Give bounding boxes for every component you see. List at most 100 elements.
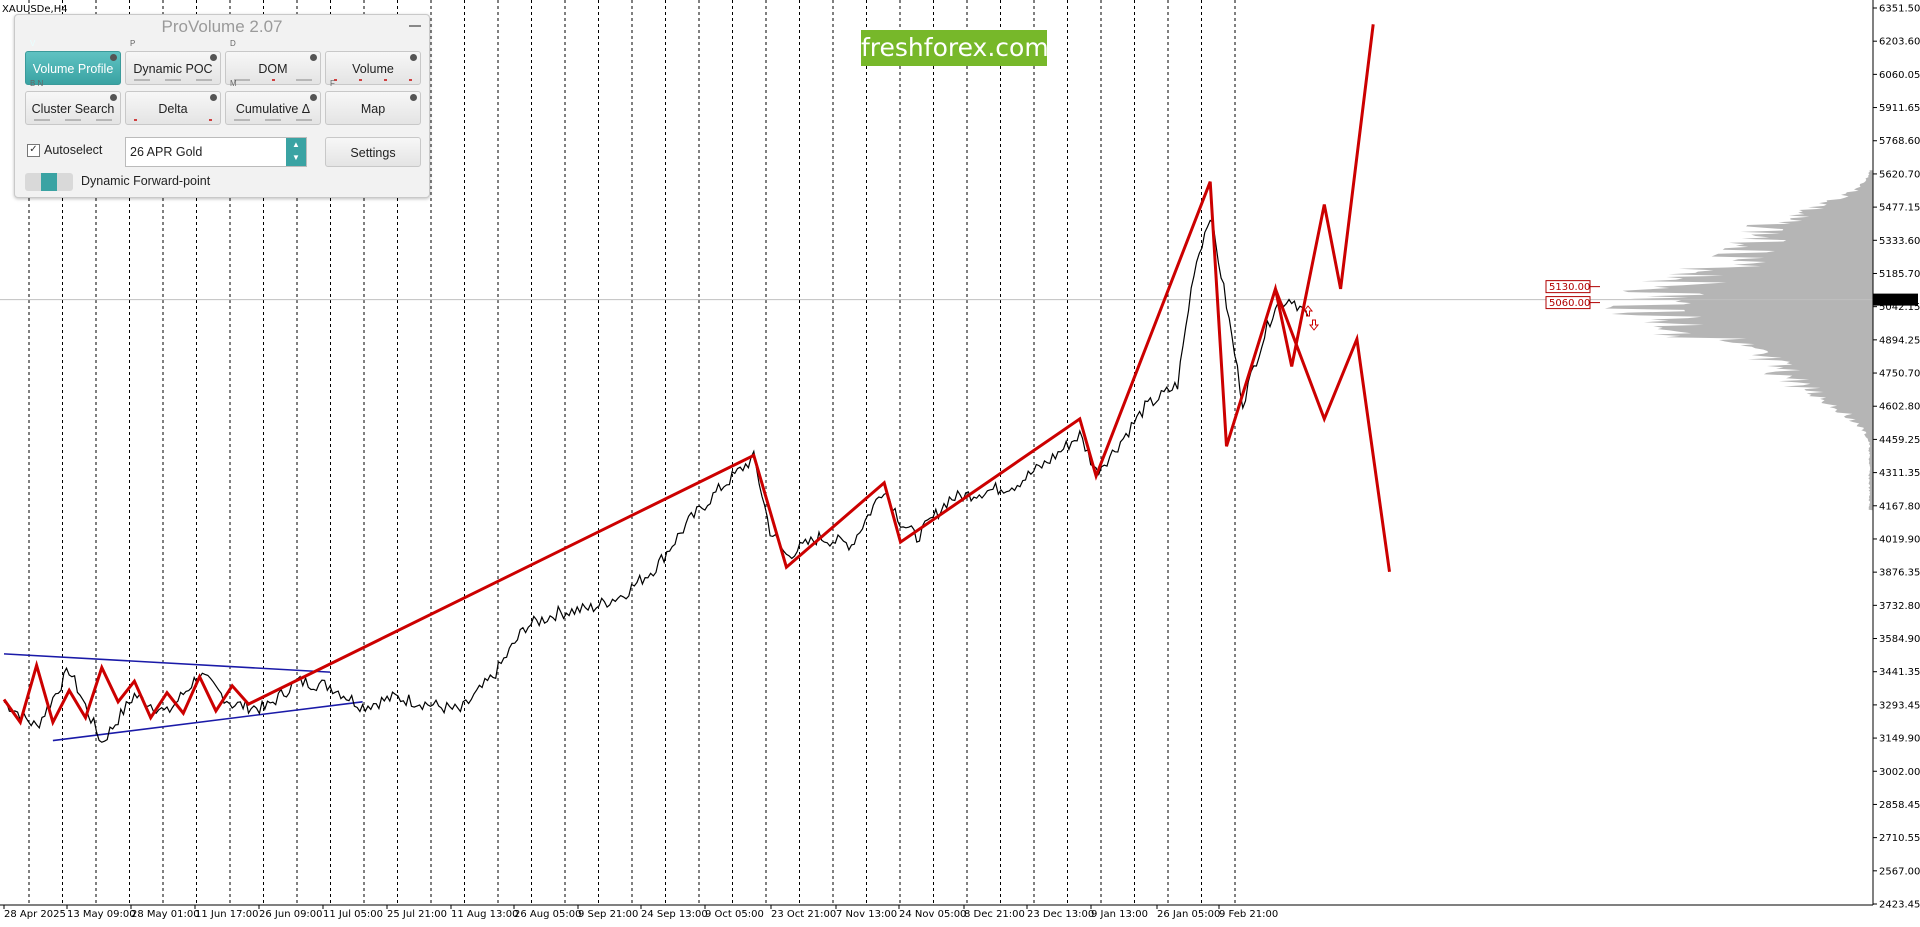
button-label: Settings xyxy=(350,146,396,160)
checkbox-icon[interactable]: ✓ xyxy=(27,143,40,157)
spinner-arrows-icon[interactable]: ▲ ▼ xyxy=(286,138,306,166)
volume-profile-button[interactable]: V Volume Profile xyxy=(25,40,121,85)
hotkey-label: V xyxy=(30,39,36,48)
y-tick-label: 3293.45 xyxy=(1879,700,1920,711)
x-tick-label: 11 Aug 13:00 xyxy=(451,909,518,920)
x-tick-label: 7 Nov 13:00 xyxy=(836,909,897,920)
hotkey-label: P xyxy=(130,39,136,48)
volume-profile-histogram xyxy=(1604,170,1873,511)
x-tick-label: 28 May 01:00 xyxy=(131,909,200,920)
gear-icon[interactable] xyxy=(410,54,417,61)
price-level-label: 5130.00 xyxy=(1549,282,1590,293)
status-dots xyxy=(134,79,212,81)
x-tick-label: 8 Dec 21:00 xyxy=(964,909,1025,920)
forecast-arrows xyxy=(1302,305,1320,331)
y-tick-label: 6351.50 xyxy=(1879,4,1920,15)
zigzag-line xyxy=(2,24,1375,727)
button-label: Dynamic POC xyxy=(133,62,213,76)
y-tick-label: 2710.55 xyxy=(1879,833,1920,844)
y-tick-label: 2567.00 xyxy=(1879,866,1920,877)
toggle-knob[interactable] xyxy=(41,173,57,191)
status-dots xyxy=(34,119,112,121)
x-tick-label: 26 Jun 09:00 xyxy=(259,909,323,920)
price-axis[interactable]: 6351.50 6203.60 6060.05 5911.65 5768.60 5620.… xyxy=(1873,4,1920,911)
toggle-label: Dynamic Forward-point xyxy=(81,174,211,188)
y-tick-label: 4167.80 xyxy=(1879,501,1920,512)
cluster-search-button[interactable]: B N Cluster Search xyxy=(25,80,121,125)
hotkey-label: M xyxy=(230,79,237,88)
cumulative-delta-button[interactable]: M Cumulative Δ xyxy=(225,80,321,125)
dom-button[interactable]: D DOM xyxy=(225,40,321,85)
y-tick-label: 4019.90 xyxy=(1879,534,1920,545)
x-tick-label: 28 Apr 2025 xyxy=(4,909,66,920)
x-tick-label: 11 Jul 05:00 xyxy=(323,909,383,920)
down-arrow-icon xyxy=(1308,319,1320,331)
hotkey-label: F xyxy=(330,79,335,88)
x-tick-label: 24 Sep 13:00 xyxy=(641,909,708,920)
gear-icon[interactable] xyxy=(210,54,217,61)
y-tick-label: 4894.25 xyxy=(1879,335,1920,346)
status-dots xyxy=(134,119,212,121)
status-dots xyxy=(234,119,312,121)
x-tick-label: 13 May 09:00 xyxy=(67,909,136,920)
provolume-panel[interactable]: ProVolume 2.07 V Volume Profile P Dynami… xyxy=(14,14,430,198)
hotkey-label: D xyxy=(230,39,236,48)
button-label: Map xyxy=(360,102,386,116)
x-tick-label: 23 Dec 13:00 xyxy=(1027,909,1094,920)
button-label: Volume xyxy=(352,62,394,76)
forecast-down-line xyxy=(1273,288,1391,573)
y-tick-label: 3732.80 xyxy=(1879,601,1920,612)
button-label: Cluster Search xyxy=(31,102,115,116)
instrument-selector[interactable]: 26 APR Gold ▲ ▼ xyxy=(125,137,307,167)
x-tick-label: 11 Jun 17:00 xyxy=(195,909,259,920)
x-tick-label: 9 Sep 21:00 xyxy=(578,909,638,920)
y-tick-label: 2423.45 xyxy=(1879,900,1920,911)
gear-icon[interactable] xyxy=(110,94,117,101)
minimize-icon[interactable] xyxy=(409,25,421,27)
y-tick-label: 3584.90 xyxy=(1879,634,1920,645)
x-tick-label: 9 Oct 05:00 xyxy=(705,909,764,920)
instrument-value: 26 APR Gold xyxy=(130,145,203,159)
volume-button[interactable]: Volume xyxy=(325,51,421,85)
delta-button[interactable]: Delta xyxy=(125,91,221,125)
y-tick-label: 5185.70 xyxy=(1879,269,1920,280)
volume-profile-shape xyxy=(1604,170,1873,511)
gear-icon[interactable] xyxy=(310,54,317,61)
x-tick-label: 26 Aug 05:00 xyxy=(514,909,581,920)
button-label: Cumulative Δ xyxy=(235,102,311,116)
up-arrow-icon xyxy=(1302,305,1314,317)
y-tick-label: 3002.00 xyxy=(1879,767,1920,778)
gear-icon[interactable] xyxy=(410,94,417,101)
status-dots xyxy=(334,79,412,81)
x-tick-label: 9 Feb 21:00 xyxy=(1219,909,1278,920)
price-series-line xyxy=(3,219,1309,743)
gear-icon[interactable] xyxy=(310,94,317,101)
dynamic-forward-point-toggle[interactable] xyxy=(25,173,73,191)
symbol-label: XAUUSDe,H4 xyxy=(2,4,68,15)
y-tick-label: 5042.15 xyxy=(1879,302,1920,313)
price-level-labels: 5130.00 5060.00 xyxy=(1545,280,1600,310)
freshforex-logo: freshforex.com xyxy=(861,30,1049,66)
y-tick-label: 5477.15 xyxy=(1879,203,1920,214)
y-tick-label: 5333.60 xyxy=(1879,236,1920,247)
current-price-tag-box xyxy=(1873,293,1918,306)
y-tick-label: 5768.60 xyxy=(1879,136,1920,147)
y-tick-label: 6060.05 xyxy=(1879,70,1920,81)
y-tick-label: 3149.90 xyxy=(1879,734,1920,745)
y-tick-label: 3441.35 xyxy=(1879,667,1920,678)
gear-icon[interactable] xyxy=(210,94,217,101)
x-tick-label: 25 Jul 21:00 xyxy=(387,909,447,920)
hotkey-label: B N xyxy=(30,79,44,88)
gear-icon[interactable] xyxy=(110,54,117,61)
settings-button[interactable]: Settings xyxy=(325,137,421,167)
autoselect-checkbox[interactable]: ✓ Autoselect xyxy=(27,143,102,157)
x-tick-label: 23 Oct 21:00 xyxy=(771,909,836,920)
map-button[interactable]: F Map xyxy=(325,80,421,125)
dynamic-poc-button[interactable]: P Dynamic POC xyxy=(125,40,221,85)
y-tick-label: 2858.45 xyxy=(1879,800,1920,811)
x-tick-label: 24 Nov 05:00 xyxy=(899,909,966,920)
button-label: DOM xyxy=(258,62,288,76)
y-tick-label: 5620.70 xyxy=(1879,169,1920,180)
button-label: Volume Profile xyxy=(32,62,114,76)
